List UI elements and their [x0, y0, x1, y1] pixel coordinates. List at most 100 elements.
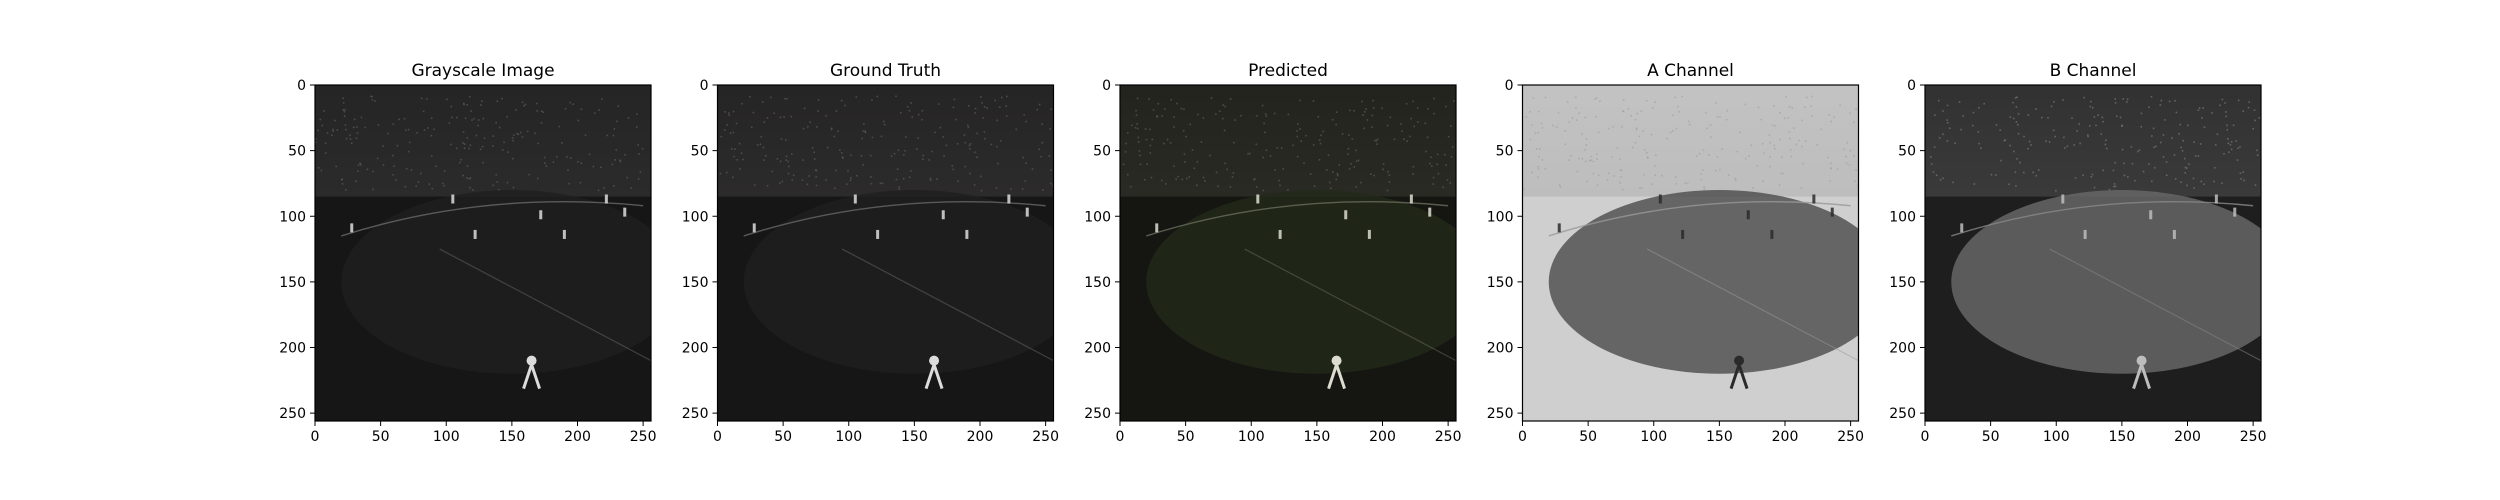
crowd-speck	[1946, 119, 1948, 121]
crowd-speck	[1348, 168, 1351, 170]
crowd-speck	[1357, 159, 1360, 162]
crowd-speck	[1620, 126, 1623, 128]
crowd-speck	[1327, 154, 1330, 156]
crowd-speck	[496, 100, 499, 103]
crowd-speck	[1169, 142, 1172, 144]
crowd-speck	[343, 115, 346, 117]
crowd-speck	[2100, 133, 2103, 135]
crowd-speck	[1790, 155, 1793, 158]
crowd-speck	[785, 139, 787, 141]
crowd-speck	[1445, 105, 1447, 108]
crowd-speck	[784, 97, 786, 100]
crowd-speck	[776, 157, 779, 160]
crowd-speck	[584, 134, 587, 137]
crowd-region	[315, 85, 651, 197]
crowd-speck	[2194, 155, 2197, 157]
crowd-speck	[483, 137, 486, 140]
player-mark	[623, 207, 627, 217]
crowd-speck	[815, 126, 818, 128]
crowd-speck	[826, 146, 829, 149]
crowd-speck	[1552, 124, 1554, 127]
axis-frame	[1119, 84, 1457, 422]
crowd-speck	[2148, 106, 2150, 108]
crowd-speck	[524, 103, 527, 106]
crowd-speck	[981, 102, 983, 104]
crowd-speck	[506, 181, 509, 184]
crowd-speck	[1672, 130, 1674, 132]
crowd-speck	[1149, 128, 1151, 131]
crowd-speck	[2066, 145, 2069, 148]
crowd-speck	[1558, 184, 1561, 186]
crowd-speck	[895, 95, 897, 98]
crowd-speck	[766, 184, 769, 187]
crowd-speck	[1756, 165, 1759, 167]
crowd-speck	[382, 145, 384, 147]
crowd-speck	[1336, 173, 1339, 175]
crowd-speck	[1336, 174, 1339, 177]
crowd-speck	[2180, 146, 2182, 149]
axis-frame	[1924, 84, 2262, 422]
crowd-region	[1522, 85, 1859, 197]
crowd-speck	[1388, 174, 1391, 176]
crowd-speck	[752, 111, 755, 114]
panel-1: Grayscale Image 0 50 100 150 200 250 0 50 100 150 2…	[279, 61, 656, 445]
crowd-speck	[1269, 155, 1272, 157]
crowd-speck	[825, 179, 827, 181]
player-mark	[752, 223, 756, 233]
crowd-speck	[1273, 112, 1276, 115]
crowd-speck	[392, 154, 394, 157]
crowd-speck	[1433, 112, 1435, 115]
crowd-speck	[1210, 97, 1213, 99]
crowd-speck	[942, 135, 945, 138]
crowd-speck	[349, 134, 351, 137]
crowd-speck	[2224, 102, 2226, 104]
crowd-speck	[2017, 123, 2019, 126]
crowd-speck	[1525, 116, 1528, 118]
crowd-speck	[742, 158, 744, 161]
crowd-speck	[407, 150, 410, 153]
crowd-speck	[356, 132, 359, 134]
crowd-speck	[1584, 116, 1587, 119]
crowd-speck	[835, 110, 838, 112]
crowd-speck	[1376, 138, 1379, 141]
crowd-speck	[1331, 118, 1334, 121]
crowd-speck	[2095, 124, 2097, 127]
crowd-speck	[637, 178, 640, 180]
crowd-speck	[1748, 155, 1750, 157]
crowd-speck	[2017, 113, 2020, 115]
crowd-speck	[1977, 131, 1980, 133]
crowd-speck	[1262, 156, 1265, 159]
crowd-speck	[2090, 100, 2092, 103]
crowd-speck	[336, 129, 339, 131]
player-mark	[562, 229, 566, 239]
crowd-speck	[1430, 165, 1433, 168]
crowd-speck	[1584, 149, 1586, 151]
y-tick-label: 100	[682, 209, 709, 225]
crowd-speck	[501, 97, 503, 100]
x-tick-label: 100	[1238, 429, 1265, 445]
crowd-speck	[1005, 95, 1008, 98]
crowd-speck	[462, 131, 465, 133]
crowd-speck	[345, 189, 347, 191]
crowd-speck	[1675, 182, 1678, 185]
crowd-speck	[1443, 153, 1446, 156]
crowd-speck	[999, 140, 1002, 142]
crowd-speck	[441, 182, 444, 185]
crowd-speck	[1254, 178, 1256, 180]
crowd-speck	[433, 128, 435, 131]
crowd-speck	[1642, 130, 1644, 133]
crowd-speck	[790, 115, 793, 118]
crowd-speck	[423, 129, 426, 131]
crowd-speck	[370, 95, 372, 98]
crowd-speck	[540, 122, 543, 124]
crowd-speck	[1744, 103, 1747, 106]
crowd-speck	[471, 189, 474, 191]
crowd-speck	[974, 107, 977, 110]
crowd-speck	[792, 174, 795, 177]
axis-frame	[1521, 84, 1860, 422]
crowd-speck	[1144, 128, 1147, 130]
crowd-speck	[614, 159, 616, 161]
crowd-speck	[2174, 178, 2177, 180]
crowd-speck	[728, 112, 730, 114]
axis-frame	[314, 84, 652, 422]
